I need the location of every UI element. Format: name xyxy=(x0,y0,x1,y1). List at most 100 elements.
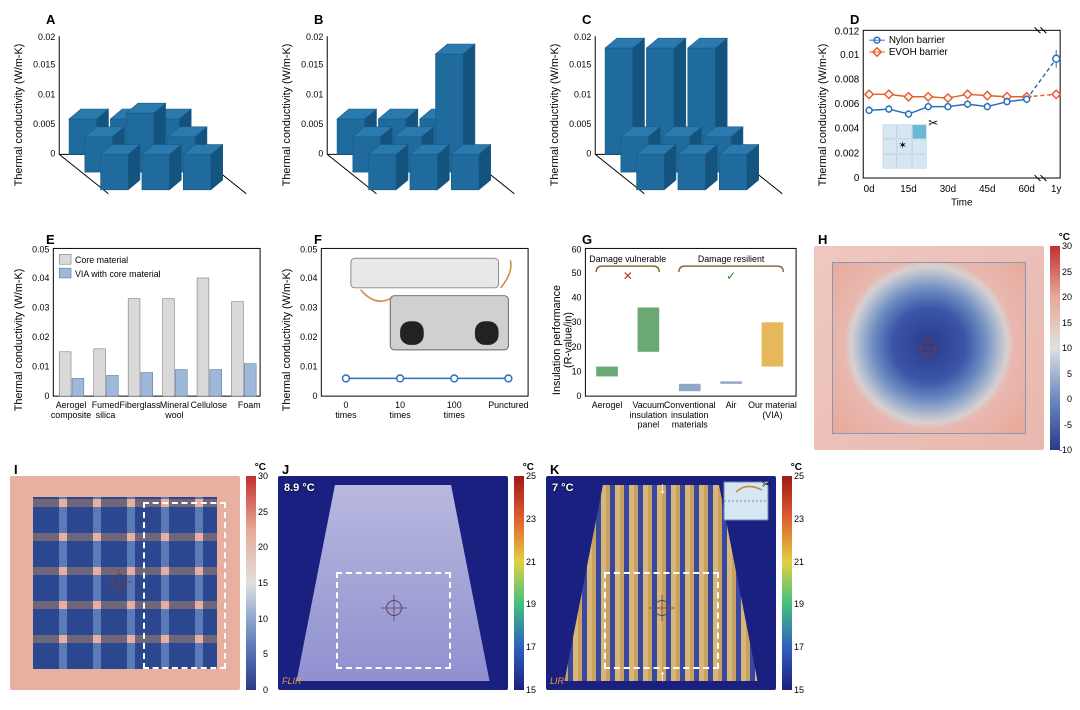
panel-label-B: B xyxy=(314,12,323,27)
line-chart-D: Thermal conductivity (W/m-K) 0 0.002 0.0… xyxy=(814,10,1070,220)
temp-label-J: 8.9 °C xyxy=(284,482,315,494)
arrow-down-icon: ↓ xyxy=(659,480,667,498)
svg-text:0.01: 0.01 xyxy=(306,89,323,99)
gbar-4 xyxy=(762,322,784,366)
svg-text:insulation: insulation xyxy=(630,410,668,420)
svg-text:0.008: 0.008 xyxy=(835,75,860,86)
svg-text:0.002: 0.002 xyxy=(835,148,860,159)
thermal-H xyxy=(814,246,1044,450)
bar3d-chart-B: Thermal conductivity (W/m-K) 0 0.005 0.0… xyxy=(278,10,534,220)
legend-D: Nylon barrier EVOH barrier xyxy=(869,35,948,58)
thermal-I xyxy=(10,476,240,690)
svg-text:0.02: 0.02 xyxy=(32,332,49,342)
panel-K: K 7 °C ↓ ↑ ✂ LIR °C xyxy=(546,460,802,690)
svg-text:0.006: 0.006 xyxy=(835,99,860,110)
panel-label-D: D xyxy=(850,12,859,27)
panel-I: I °C 30 25 20 15 10 5 0 xyxy=(10,460,266,690)
svg-text:0.004: 0.004 xyxy=(835,124,860,135)
svg-text:10: 10 xyxy=(395,400,405,410)
panel-C: C Thermal conductivity (W/m-K) 0 0.005 0… xyxy=(546,10,802,220)
svg-text:Conventional: Conventional xyxy=(664,400,716,410)
svg-text:0.01: 0.01 xyxy=(32,362,49,372)
panel-label-I: I xyxy=(14,462,18,477)
svg-text:20: 20 xyxy=(572,342,582,352)
svg-text:0: 0 xyxy=(44,391,49,401)
svg-text:composite: composite xyxy=(51,410,91,420)
panel-label-H: H xyxy=(818,232,827,247)
thermal-J: 8.9 °C FLIR xyxy=(278,476,508,690)
svg-text:materials: materials xyxy=(672,420,709,430)
svg-text:0.03: 0.03 xyxy=(300,302,317,312)
svg-text:0.01: 0.01 xyxy=(574,89,591,99)
flir-logo: FLIR xyxy=(282,676,302,686)
svg-text:Foam: Foam xyxy=(238,400,261,410)
svg-text:0.01: 0.01 xyxy=(38,89,55,99)
colorbar-J: °C 25 23 21 19 17 15 xyxy=(514,476,534,690)
svg-text:panel: panel xyxy=(638,420,660,430)
svg-text:Damage resilient: Damage resilient xyxy=(698,254,765,264)
svg-text:15d: 15d xyxy=(900,184,916,195)
svg-text:times: times xyxy=(335,410,357,420)
svg-text:0: 0 xyxy=(343,400,348,410)
svg-text:silica: silica xyxy=(96,410,116,420)
svg-text:0: 0 xyxy=(586,148,591,158)
panel-label-J: J xyxy=(282,462,289,477)
svg-text:0: 0 xyxy=(577,391,582,401)
svg-text:10: 10 xyxy=(572,366,582,376)
flir-logo: LIR xyxy=(550,676,564,686)
svg-text:Fumed: Fumed xyxy=(92,400,120,410)
svg-text:Mineral: Mineral xyxy=(160,400,189,410)
ylabel-D: Thermal conductivity (W/m-K) xyxy=(817,44,829,187)
svg-text:0.02: 0.02 xyxy=(306,32,323,42)
panel-J: J 8.9 °C FLIR °C 25 23 21 19 17 15 xyxy=(278,460,534,690)
panel-label-G: G xyxy=(582,232,592,247)
panel-G: G Insulation performance (R-value/in) 0 … xyxy=(546,230,802,450)
svg-text:Damage vulnerable: Damage vulnerable xyxy=(589,254,666,264)
svg-text:0.01: 0.01 xyxy=(300,362,317,372)
inset-D: ✶ ✂ xyxy=(883,116,938,168)
svg-text:1y: 1y xyxy=(1051,184,1061,195)
panel-label-K: K xyxy=(550,462,559,477)
svg-text:0.04: 0.04 xyxy=(32,273,49,283)
panel-B: B Thermal conductivity (W/m-K) 0 0.005 0… xyxy=(278,10,534,220)
svg-text:0d: 0d xyxy=(864,184,875,195)
svg-text:0.012: 0.012 xyxy=(835,26,860,37)
gbar-2 xyxy=(679,384,701,391)
svg-text:0.015: 0.015 xyxy=(33,60,55,70)
svg-text:60: 60 xyxy=(572,244,582,254)
svg-text:0.005: 0.005 xyxy=(301,119,323,129)
ylabel-C: Thermal conductivity (W/m-K) xyxy=(549,44,561,187)
svg-text:0.02: 0.02 xyxy=(300,332,317,342)
svg-text:✂: ✂ xyxy=(762,480,771,491)
panel-label-A: A xyxy=(46,12,55,27)
svg-text:Cellulose: Cellulose xyxy=(191,400,228,410)
svg-text:Insulation performance: Insulation performance xyxy=(551,285,563,395)
svg-text:40: 40 xyxy=(572,293,582,303)
svg-text:0: 0 xyxy=(50,148,55,158)
svg-text:0: 0 xyxy=(854,173,860,184)
gbar-0 xyxy=(596,367,618,377)
svg-text:wool: wool xyxy=(164,410,183,420)
svg-text:Our material: Our material xyxy=(748,400,797,410)
svg-text:VIA with core material: VIA with core material xyxy=(75,269,161,279)
ylabel-B: Thermal conductivity (W/m-K) xyxy=(281,44,293,187)
panel-label-F: F xyxy=(314,232,322,247)
svg-text:✕: ✕ xyxy=(623,269,633,283)
svg-text:Thermal conductivity (W/m-K): Thermal conductivity (W/m-K) xyxy=(13,269,25,412)
svg-text:0.005: 0.005 xyxy=(569,119,591,129)
svg-text:times: times xyxy=(444,410,466,420)
ylabel-A: Thermal conductivity (W/m-K) xyxy=(13,44,25,187)
svg-text:60d: 60d xyxy=(1018,184,1034,195)
svg-text:0.015: 0.015 xyxy=(301,60,323,70)
gbar-1 xyxy=(638,308,660,352)
svg-text:Thermal conductivity (W/m-K): Thermal conductivity (W/m-K) xyxy=(281,269,293,412)
svg-text:0: 0 xyxy=(318,148,323,158)
svg-text:0.02: 0.02 xyxy=(574,32,591,42)
grouped-bar-E: Thermal conductivity (W/m-K) 0 0.01 0.02… xyxy=(10,230,266,450)
svg-text:(VIA): (VIA) xyxy=(762,410,782,420)
panel-F: F Thermal conductivity (W/m-K) 0 0.01 0.… xyxy=(278,230,534,450)
floating-bar-G: Insulation performance (R-value/in) 0 10… xyxy=(546,230,802,450)
svg-text:EVOH barrier: EVOH barrier xyxy=(889,47,949,58)
bar3d-chart-A: Thermal conductivity (W/m-K) 0 0.005 0.0… xyxy=(10,10,266,220)
svg-text:Air: Air xyxy=(726,400,737,410)
